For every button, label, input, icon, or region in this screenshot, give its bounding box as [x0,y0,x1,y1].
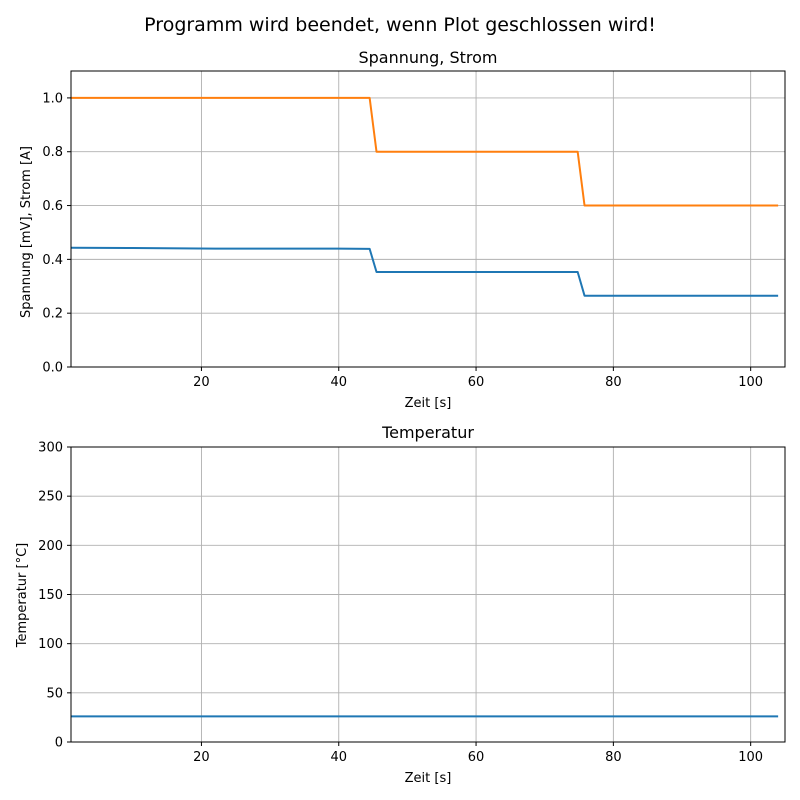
y-tick-label: 200 [38,539,63,554]
plot-frame [70,70,786,368]
y-tick-label: 300 [38,441,63,456]
y-tick-label: 0.4 [42,253,63,268]
y-tick-label: 0.0 [42,361,63,376]
y-tick-label: 150 [38,588,63,603]
y-tick-label: 1.0 [42,91,63,106]
x-tick-label: 40 [330,750,347,765]
y-tick-label: 0.6 [42,199,63,214]
figure-title: Programm wird beendet, wenn Plot geschlo… [144,14,656,36]
x-axis-label: Zeit [s] [405,396,452,411]
y-tick-label: 0.2 [42,307,63,322]
x-tick-label: 80 [605,750,622,765]
chart-temperature: Temperatur Zeit [s] Temperatur [°C] 20 40… [15,423,786,786]
x-tick-label: 100 [738,750,763,765]
chart-voltage-current: Spannung, Strom Zeit [s] Spannung [mV], … [19,48,786,411]
chart-title: Spannung, Strom [358,48,497,67]
x-axis-label: Zeit [s] [405,771,452,786]
y-tick-label: 0.8 [42,145,63,160]
x-tick-label: 20 [193,750,210,765]
series-line-1 [70,246,779,297]
x-tick-label: 100 [738,375,763,390]
x-tick-label: 40 [330,375,347,390]
y-tick-label: 0 [55,736,63,751]
y-axis-label: Spannung [mV], Strom [A] [19,146,34,318]
y-axis-label: Temperatur [°C] [15,543,30,649]
series-line-2 [71,96,779,207]
x-tick-label: 20 [193,375,210,390]
x-tick-label: 60 [468,375,485,390]
chart-title: Temperatur [381,423,474,442]
y-tick-label: 250 [38,490,63,505]
x-tick-label: 60 [468,750,485,765]
y-tick-label: 100 [38,637,63,652]
y-tick-label: 50 [46,686,63,701]
x-tick-label: 80 [605,375,622,390]
